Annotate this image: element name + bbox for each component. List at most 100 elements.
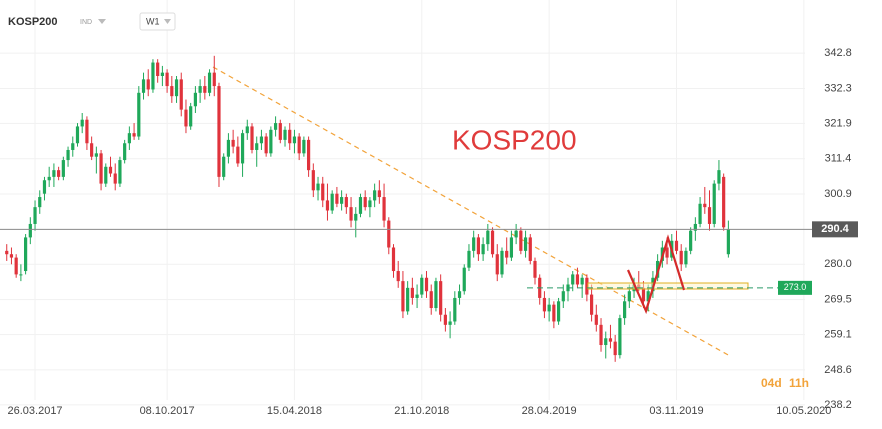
candle-body (278, 123, 282, 140)
y-tick-label: 248.6 (824, 364, 852, 376)
candle-body (19, 274, 23, 276)
candle-body (174, 79, 179, 97)
candle-body (9, 254, 14, 258)
candle-body (500, 250, 504, 275)
y-tick-label: 332.3 (824, 82, 852, 94)
candle-body (387, 220, 391, 248)
candle-body (255, 143, 259, 150)
candle-body (382, 197, 386, 221)
candle-body (156, 62, 160, 76)
candle-body (90, 143, 94, 157)
candle-body (146, 79, 150, 90)
candle-body (542, 297, 547, 312)
candle-body (340, 197, 344, 204)
candle-body (401, 281, 405, 312)
candle-body (608, 338, 613, 342)
candle-body (283, 129, 287, 140)
candle-body (14, 257, 18, 275)
candle-body (273, 123, 278, 130)
candle-body (316, 183, 320, 191)
candle-body (439, 281, 443, 315)
candle-body (198, 86, 202, 93)
level-badge (778, 280, 812, 295)
candle-body (523, 237, 528, 251)
candle-body (132, 133, 136, 137)
candle-body (481, 244, 485, 255)
candle-body (703, 203, 707, 208)
candle-body (509, 237, 514, 258)
candle-body (585, 277, 589, 295)
candle-body (594, 314, 598, 325)
candle-body (47, 176, 51, 181)
candle-body (424, 277, 429, 292)
candle-body (123, 143, 127, 161)
candle-body (118, 160, 122, 184)
candle-body (476, 237, 480, 255)
candle-body (443, 314, 447, 325)
candle-body (679, 250, 683, 265)
candle-body (396, 271, 400, 282)
overlay: 290.4 273.0 (0, 221, 858, 295)
candle-body (184, 109, 188, 127)
candle-body (33, 207, 37, 224)
candle-body (193, 92, 198, 107)
candle-body (429, 291, 433, 309)
candle-body (528, 237, 532, 261)
candle-body (61, 160, 65, 177)
candle-body (137, 92, 141, 137)
candle-body (330, 193, 334, 211)
countdown-days: 04d (761, 376, 782, 390)
candle-body (38, 197, 42, 208)
x-tick-label: 21.10.2018 (394, 405, 449, 417)
candle-body (108, 166, 113, 174)
candle-body (231, 139, 235, 147)
candle-body (203, 86, 207, 93)
candle-body (514, 230, 518, 238)
candle-body (420, 277, 424, 295)
candle-body (552, 304, 556, 322)
candle-body (712, 183, 716, 224)
candle-body (207, 72, 212, 93)
x-tick-label: 28.04.2019 (522, 405, 577, 417)
candle-body (646, 291, 650, 302)
y-tick-label: 238.2 (824, 399, 852, 411)
candle-body (689, 230, 693, 251)
candle-body (24, 237, 28, 272)
candle-body (151, 62, 155, 90)
candle-body (245, 126, 249, 134)
candle-body (623, 301, 627, 319)
candle-body (363, 197, 367, 208)
dropdown-arrow[interactable] (98, 19, 106, 24)
candle-body (349, 207, 353, 221)
candle-body (344, 197, 348, 208)
candle-body (57, 170, 61, 177)
candle-body (240, 133, 245, 164)
timeframe: W1 (146, 16, 160, 26)
y-tick-label: 300.9 (824, 188, 852, 200)
candle-body (358, 197, 363, 214)
candle-body (547, 304, 551, 312)
candle-body (627, 291, 631, 302)
candle-body (297, 136, 301, 154)
candle-body (467, 250, 471, 268)
candle-body (722, 176, 726, 228)
candle-body (94, 153, 98, 157)
candle-body (141, 79, 146, 93)
level-label: 273.0 (784, 282, 807, 292)
x-tick-label: 03.11.2019 (649, 405, 703, 417)
candle-body (302, 139, 306, 154)
candle-body (618, 318, 622, 356)
candle-body (457, 291, 462, 298)
candle-body (665, 247, 669, 258)
timeframe-button[interactable] (139, 12, 176, 31)
candle-body (5, 250, 9, 255)
candle-body (717, 170, 721, 184)
candle-body (519, 230, 523, 251)
candle-body (165, 72, 169, 87)
dropdown-arrow[interactable] (164, 19, 171, 24)
candle-body (368, 200, 372, 208)
candle-body (52, 170, 56, 177)
candle-body (406, 287, 410, 312)
